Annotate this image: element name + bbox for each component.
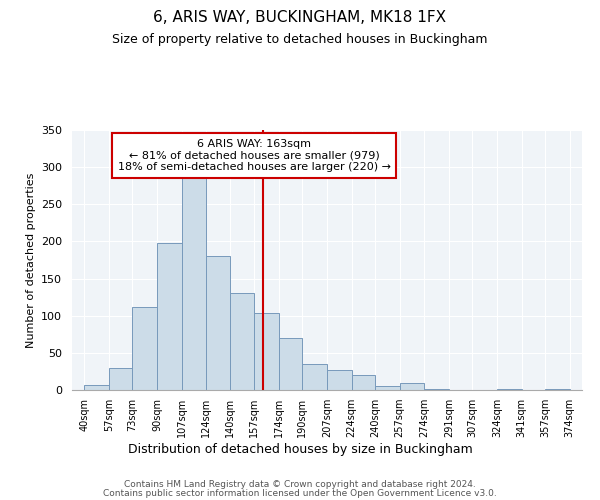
Text: Size of property relative to detached houses in Buckingham: Size of property relative to detached ho… [112,32,488,46]
Text: 6, ARIS WAY, BUCKINGHAM, MK18 1FX: 6, ARIS WAY, BUCKINGHAM, MK18 1FX [154,10,446,25]
Bar [279,338,302,390]
Bar [327,370,352,390]
Bar [545,388,569,390]
Bar [85,385,109,390]
Bar [254,314,279,390]
Bar [230,292,254,390]
Bar [352,375,375,390]
Bar [206,256,230,390]
Bar [132,307,157,390]
Text: 6 ARIS WAY: 163sqm
← 81% of detached houses are smaller (979)
18% of semi-detach: 6 ARIS WAY: 163sqm ← 81% of detached hou… [118,139,391,172]
Text: Contains HM Land Registry data © Crown copyright and database right 2024.: Contains HM Land Registry data © Crown c… [124,480,476,489]
Bar [375,386,400,390]
Text: Distribution of detached houses by size in Buckingham: Distribution of detached houses by size … [128,442,472,456]
Bar [182,173,206,390]
Bar [109,368,132,390]
Bar [400,382,424,390]
Y-axis label: Number of detached properties: Number of detached properties [26,172,35,348]
Text: Contains public sector information licensed under the Open Government Licence v3: Contains public sector information licen… [103,489,497,498]
Bar [302,364,327,390]
Bar [157,243,182,390]
